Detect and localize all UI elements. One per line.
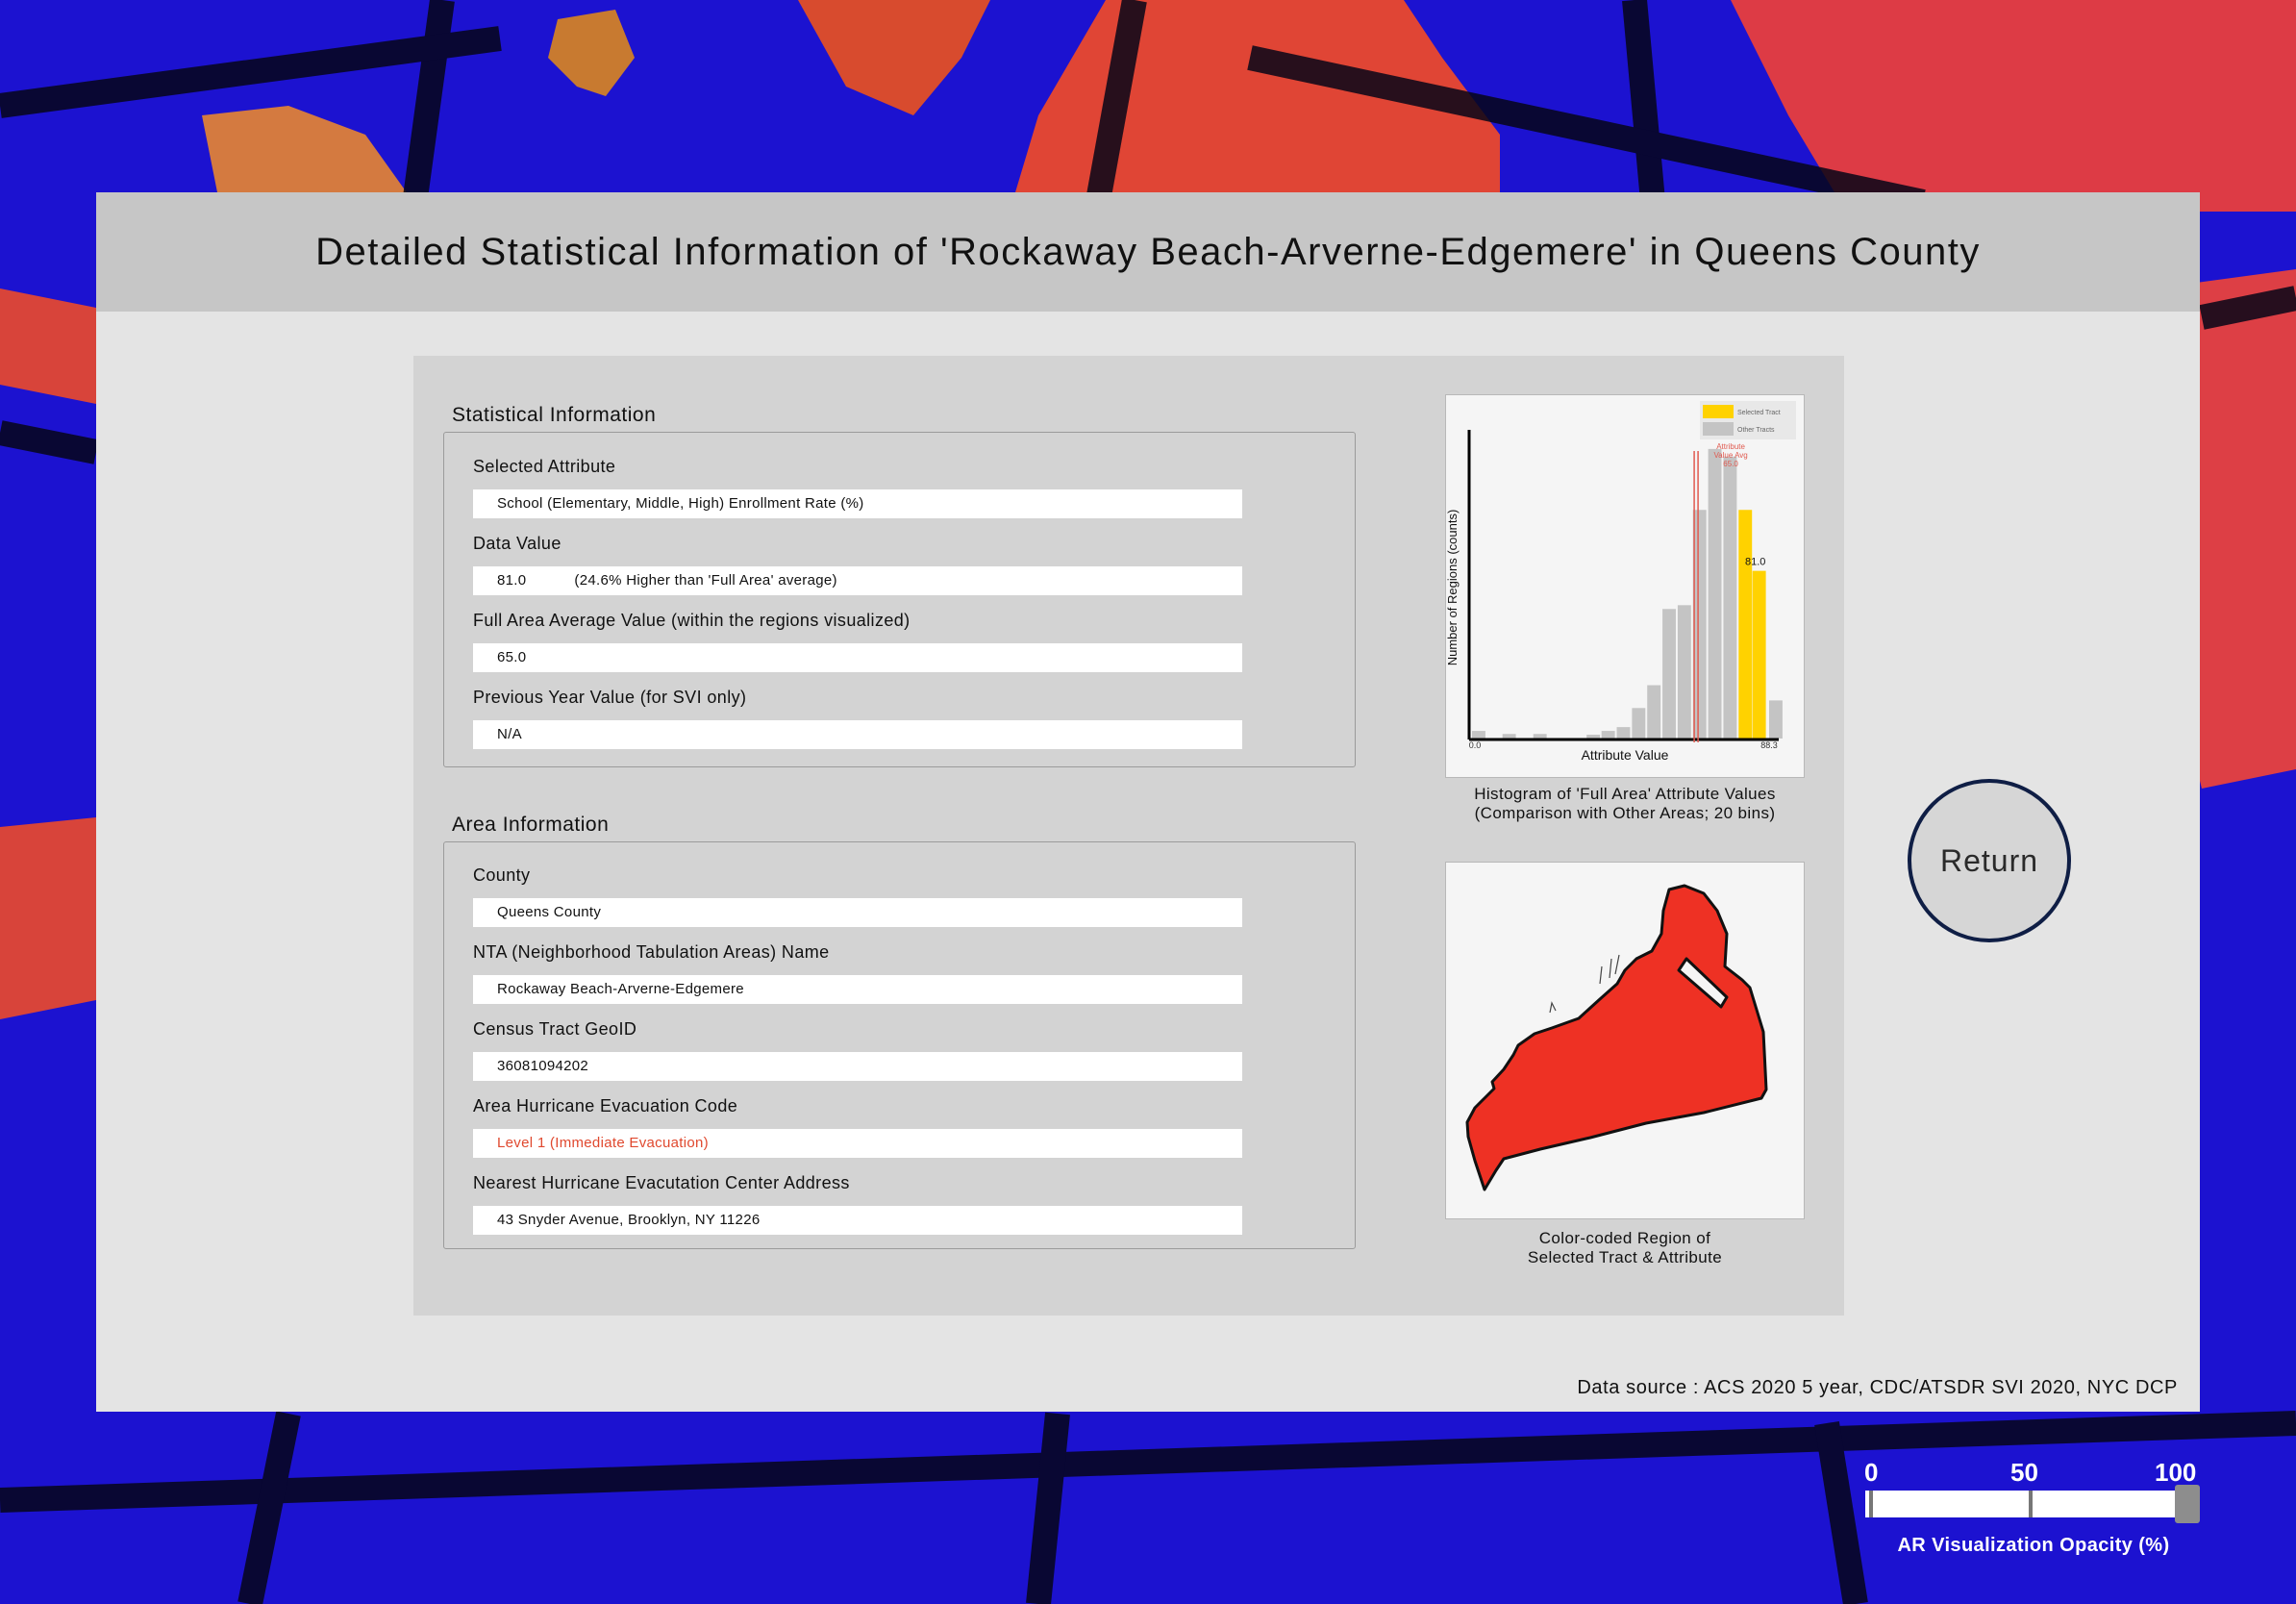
histogram-bar [1723,457,1736,739]
histogram-bar-selected [1753,571,1766,739]
previous-year-label: Previous Year Value (for SVI only) [473,688,746,708]
page-title: Detailed Statistical Information of 'Roc… [315,231,1981,274]
county-label: County [473,865,530,886]
data-value-note: (24.6% Higher than 'Full Area' average) [574,572,836,589]
histogram-caption-line-1: Histogram of 'Full Area' Attribute Value… [1433,785,1817,804]
evacuation-center-label: Nearest Hurricane Evacutation Center Add… [473,1173,850,1193]
histogram-bar [1647,686,1660,739]
slider-tick-0: 0 [1864,1458,1878,1488]
histogram-bar [1602,731,1615,739]
y-axis-label: Number of Regions (counts) [1446,510,1460,666]
legend-selected-label: Selected Tract [1737,410,1781,416]
census-tract-field: 36081094202 [473,1052,1242,1081]
average-annotation: 65.0 [1723,460,1738,468]
return-button[interactable]: Return [1908,779,2071,942]
county-field: Queens County [473,898,1242,927]
histogram-bar [1632,708,1645,739]
data-value-label: Data Value [473,534,562,554]
slider-label: AR Visualization Opacity (%) [1856,1535,2211,1557]
evacuation-code-label: Area Hurricane Evacuation Code [473,1096,737,1116]
evacuation-code-field: Level 1 (Immediate Evacuation) [473,1129,1242,1158]
region-map-caption-line-1: Color-coded Region of [1433,1229,1817,1248]
x-axis-label: Attribute Value [1582,747,1669,763]
data-value: 81.0 [497,572,526,589]
legend-other-label: Other Tracts [1737,427,1775,434]
slider-tick-50: 50 [2010,1458,2038,1488]
region-map-caption-line-2: Selected Tract & Attribute [1433,1248,1817,1267]
slider-tick-mark-50 [2029,1491,2033,1517]
histogram-legend: Selected Tract Other Tracts [1700,401,1796,439]
data-source-note: Data source : ACS 2020 5 year, CDC/ATSDR… [1577,1377,2178,1399]
details-container: Statistical Information Selected Attribu… [413,356,1844,1316]
legend-selected-swatch [1703,405,1734,418]
histogram-bar [1586,735,1600,739]
data-value-field: 81.0 (24.6% Higher than 'Full Area' avera… [473,566,1242,595]
region-map-card [1445,862,1805,1219]
histogram-card: Attribute Value Avg 65.0 81.0 Number of Reg… [1445,394,1805,778]
area-info-group: County Queens County NTA (Neighborhood T… [443,841,1356,1249]
selected-value-label: 81.0 [1745,557,1765,568]
census-tract-label: Census Tract GeoID [473,1019,636,1040]
histogram-caption-line-2: (Comparison with Other Areas; 20 bins) [1433,804,1817,823]
histogram-bar [1662,609,1676,739]
info-panel: Detailed Statistical Information of 'Roc… [96,192,2200,1412]
nta-name-field: Rockaway Beach-Arverne-Edgemere [473,975,1242,1004]
average-annotation: Value Avg [1713,451,1747,460]
histogram-bar [1678,605,1691,739]
region-map [1446,863,1804,1218]
opacity-slider[interactable]: 0 50 100 AR Visualization Opacity (%) [1856,1452,2211,1577]
panel-header: Detailed Statistical Information of 'Roc… [96,192,2200,312]
histogram-bar [1503,734,1516,739]
nta-name-label: NTA (Neighborhood Tabulation Areas) Name [473,942,830,963]
selected-attribute-label: Selected Attribute [473,457,615,477]
selected-attribute-field: School (Elementary, Middle, High) Enroll… [473,489,1242,518]
histogram-bar [1709,449,1722,739]
average-annotation: Attribute [1716,442,1745,451]
evacuation-center-field: 43 Snyder Avenue, Brooklyn, NY 11226 [473,1206,1242,1235]
slider-tick-100: 100 [2155,1458,2196,1488]
x-tick-max: 88.3 [1760,740,1778,750]
full-area-average-field: 65.0 [473,643,1242,672]
histogram-bar [1472,731,1485,739]
histogram-bar [1769,700,1783,739]
histogram-caption: Histogram of 'Full Area' Attribute Value… [1433,785,1817,823]
histogram-bar [1693,510,1707,739]
slider-tick-mark-0 [1869,1491,1873,1517]
histogram-bar [1534,734,1547,739]
area-info-heading: Area Information [452,814,609,837]
slider-handle[interactable] [2175,1485,2200,1523]
statistical-info-group: Selected Attribute School (Elementary, M… [443,432,1356,767]
selected-tract-shape [1467,886,1766,1190]
full-area-average-label: Full Area Average Value (within the regi… [473,611,911,631]
x-tick-min: 0.0 [1469,740,1482,750]
histogram-bar [1617,727,1631,739]
slider-track[interactable] [1865,1491,2183,1517]
legend-other-swatch [1703,422,1734,436]
region-map-caption: Color-coded Region of Selected Tract & A… [1433,1229,1817,1267]
statistical-info-heading: Statistical Information [452,404,656,427]
previous-year-field: N/A [473,720,1242,749]
histogram-bar-selected [1738,510,1752,739]
